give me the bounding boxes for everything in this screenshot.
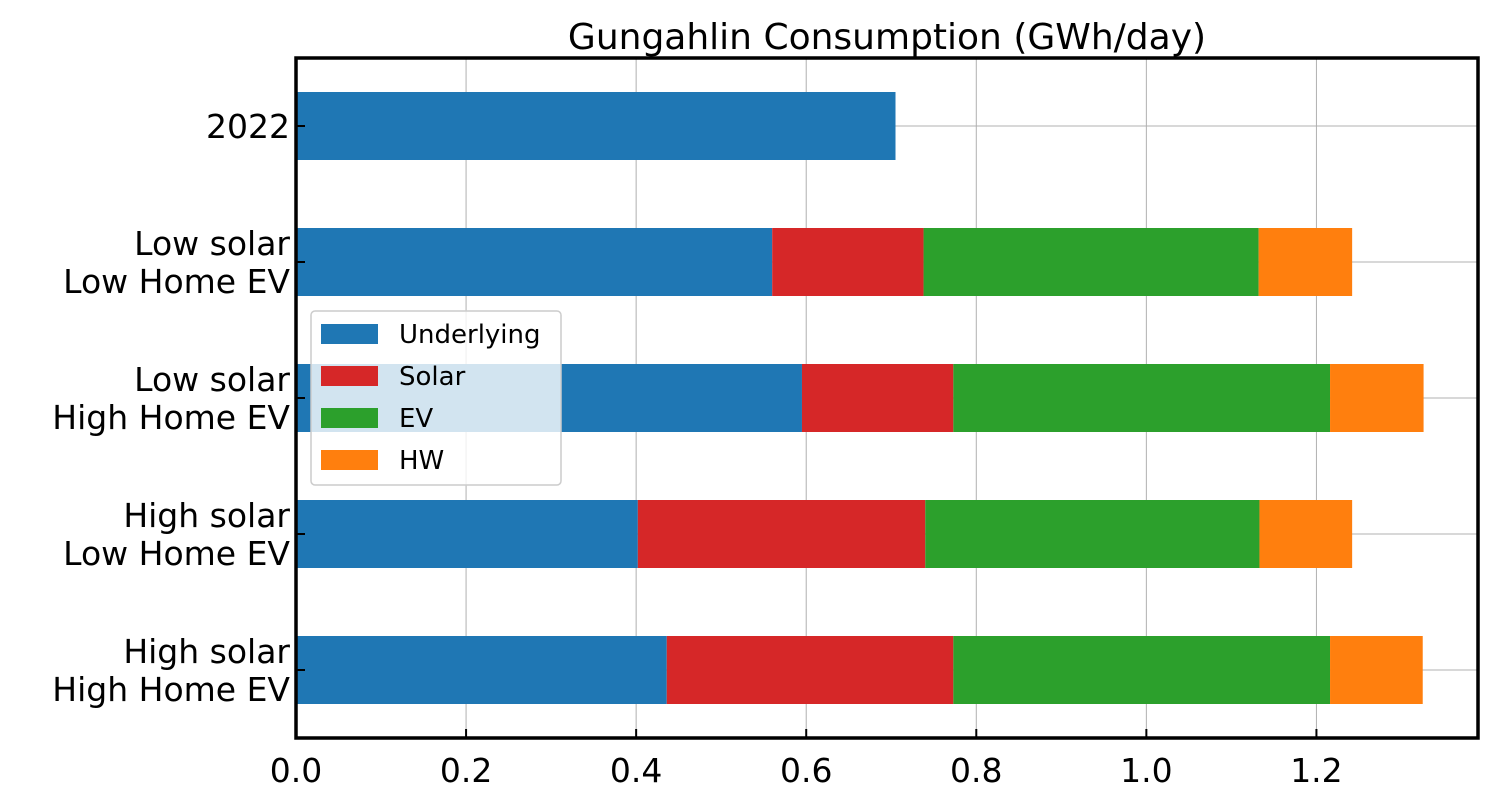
bar-solar-3 bbox=[637, 500, 926, 568]
y-tick-label: High solar High Home EV bbox=[52, 632, 290, 709]
bar-ev-3 bbox=[925, 500, 1260, 568]
y-tick-label-line: Low solar bbox=[134, 224, 290, 263]
y-tick-label: Low solar High Home EV bbox=[52, 360, 290, 437]
legend-swatch-ev bbox=[321, 408, 378, 428]
bar-solar-4 bbox=[666, 636, 954, 704]
legend-swatch-solar bbox=[321, 366, 378, 386]
y-tick-label-line: High Home EV bbox=[52, 398, 290, 437]
x-tick-label: 0.0 bbox=[270, 751, 322, 790]
legend-box bbox=[310, 310, 562, 486]
chart-title: Gungahlin Consumption (GWh/day) bbox=[568, 17, 1206, 58]
y-tick-label-line: Low solar bbox=[134, 360, 290, 399]
y-tick-label: 2022 bbox=[206, 107, 290, 146]
legend-label-underlying: Underlying bbox=[399, 320, 541, 350]
bar-hw-1 bbox=[1258, 228, 1353, 296]
bar-underlying-1 bbox=[296, 228, 773, 296]
legend-swatch-underlying bbox=[321, 324, 378, 344]
legend-swatch-hw bbox=[321, 450, 378, 470]
y-tick-label-line: Low Home EV bbox=[63, 262, 290, 301]
x-ticks: 0.0 0.2 0.4 0.6 0.8 1.0 1.2 bbox=[270, 729, 1343, 790]
bar-hw-4 bbox=[1330, 636, 1423, 704]
bar-underlying-0 bbox=[296, 92, 896, 160]
y-tick-label-line: 2022 bbox=[206, 107, 290, 146]
y-tick-label-line: Low Home EV bbox=[63, 534, 290, 573]
x-tick-label: 0.6 bbox=[780, 751, 832, 790]
bar-hw-3 bbox=[1259, 500, 1353, 568]
bar-ev-1 bbox=[923, 228, 1259, 296]
legend-label-ev: EV bbox=[399, 404, 433, 434]
bar-ev-2 bbox=[953, 364, 1331, 432]
bar-underlying-4 bbox=[296, 636, 667, 704]
x-tick-label: 0.8 bbox=[950, 751, 1002, 790]
x-tick-label: 0.2 bbox=[440, 751, 492, 790]
bar-underlying-3 bbox=[296, 500, 638, 568]
y-tick-label-line: High Home EV bbox=[52, 670, 290, 709]
bar-hw-2 bbox=[1330, 364, 1424, 432]
x-tick-label: 1.2 bbox=[1290, 751, 1342, 790]
y-tick-label: High solar Low Home EV bbox=[63, 496, 290, 573]
plot-frame bbox=[294, 56, 1480, 740]
bars bbox=[296, 92, 1424, 704]
legend-label-hw: HW bbox=[399, 446, 444, 476]
bar-ev-4 bbox=[953, 636, 1331, 704]
y-tick-label-line: High solar bbox=[123, 496, 290, 535]
legend: Underlying Solar EV HW bbox=[310, 310, 562, 486]
y-tick-label: Low solar Low Home EV bbox=[63, 224, 290, 301]
y-tick-label-line: High solar bbox=[123, 632, 290, 671]
bar-solar-1 bbox=[772, 228, 924, 296]
legend-label-solar: Solar bbox=[399, 362, 466, 392]
x-tick-label: 1.0 bbox=[1120, 751, 1172, 790]
x-tick-label: 0.4 bbox=[610, 751, 662, 790]
bar-solar-2 bbox=[801, 364, 954, 432]
